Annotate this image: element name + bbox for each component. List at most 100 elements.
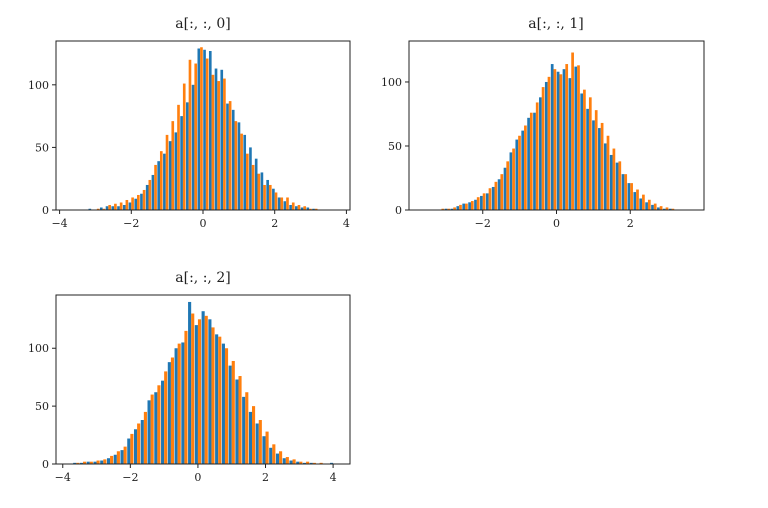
histogram-bar: [296, 461, 300, 464]
histogram-bar: [255, 423, 259, 464]
subplot-3-ticks: −4 −2 0 2 4 0 50 100: [28, 342, 337, 484]
histogram-bar: [186, 102, 189, 210]
histogram-bar: [226, 103, 229, 210]
histogram-bar: [246, 153, 249, 210]
histogram-bar: [556, 71, 560, 210]
histogram-bar: [544, 81, 548, 210]
histogram-bar: [154, 392, 158, 464]
histogram-bar: [231, 360, 235, 464]
histogram-bar: [553, 69, 557, 210]
histogram-bar: [488, 188, 492, 210]
histogram-bar: [106, 458, 111, 464]
y-tick-label: 0: [395, 204, 402, 217]
y-tick-label: 0: [42, 458, 49, 471]
histogram-bar: [174, 348, 178, 464]
histogram-bar: [177, 343, 181, 464]
histogram-bar: [89, 461, 93, 464]
histogram-bar: [217, 81, 220, 210]
histogram-bar: [167, 362, 171, 464]
histogram-bar: [500, 174, 504, 210]
histogram-bar: [657, 207, 660, 210]
histogram-bar: [299, 461, 303, 464]
histogram-bar: [151, 174, 155, 210]
histogram-bar: [204, 315, 208, 464]
histogram-bar: [459, 204, 462, 210]
histogram-bar: [645, 202, 648, 210]
histogram-bar: [243, 134, 247, 210]
y-tick-label: 50: [388, 140, 402, 153]
histogram-bar: [262, 436, 266, 464]
histogram-bar: [580, 93, 584, 210]
histogram-bar: [105, 206, 109, 210]
histogram-bar: [177, 104, 180, 210]
histogram-bar: [263, 184, 266, 210]
histogram-bar: [197, 319, 202, 464]
subplot-3-bars: [73, 301, 334, 464]
histogram-bar: [215, 334, 219, 464]
histogram-bar: [571, 52, 574, 210]
histogram-bar: [462, 203, 466, 210]
histogram-bar: [615, 162, 619, 210]
histogram-bar: [83, 461, 87, 464]
histogram-bar: [260, 172, 264, 210]
histogram-bar: [312, 208, 315, 210]
histogram-bar: [224, 348, 229, 464]
histogram-bar: [257, 173, 261, 210]
histogram-bar: [130, 433, 134, 464]
histogram-bar: [450, 208, 454, 210]
histogram-bar: [476, 197, 480, 210]
x-tick-label: 0: [553, 217, 560, 230]
histogram-bar: [314, 208, 318, 210]
histogram-bar: [165, 134, 169, 210]
histogram-bar: [497, 179, 501, 210]
histogram-bar: [218, 336, 222, 464]
histogram-bar: [509, 152, 513, 210]
histogram-bar: [111, 206, 115, 210]
histogram-bar: [188, 59, 192, 210]
histogram-bar: [474, 199, 477, 210]
histogram-bar: [180, 116, 183, 210]
histogram-bar: [147, 400, 151, 464]
histogram-bar: [203, 49, 206, 211]
x-tick-label: 4: [343, 217, 350, 230]
histogram-bar: [482, 193, 486, 210]
x-tick-label: −2: [123, 217, 139, 230]
histogram-bar: [245, 392, 249, 464]
histogram-bar: [630, 183, 633, 210]
histogram-bar: [223, 78, 226, 210]
histogram-bar: [73, 462, 77, 464]
histogram-bar: [291, 202, 295, 210]
histogram-bar: [491, 186, 495, 210]
histogram-bar: [329, 462, 334, 464]
histogram-bar: [133, 429, 138, 464]
histogram-bar: [205, 58, 209, 210]
histogram-bar: [653, 203, 657, 210]
x-tick-label: 2: [271, 217, 278, 230]
histogram-bar: [539, 97, 542, 210]
histogram-bar: [447, 208, 451, 210]
x-tick-label: 4: [330, 471, 337, 484]
histogram-bar: [142, 189, 146, 210]
histogram-bar: [306, 207, 310, 210]
y-tick-label: 100: [28, 342, 49, 355]
histogram-bar: [559, 74, 563, 210]
histogram-bar: [521, 130, 525, 210]
histogram-bar: [309, 462, 313, 464]
histogram-bar: [128, 202, 132, 210]
histogram-bar: [188, 301, 192, 464]
histogram-bar: [303, 206, 307, 210]
histogram-bar: [154, 164, 157, 210]
histogram-bar: [208, 319, 212, 464]
histogram-bar: [671, 208, 675, 210]
histogram-bar: [642, 194, 645, 210]
histogram-bar: [163, 153, 166, 210]
histogram-bar: [252, 406, 256, 464]
subplot-3: a[:, :, 2] −4 −2 0 2 4 0 50 100: [28, 270, 351, 484]
histogram-bar: [116, 451, 120, 464]
histogram-bar: [651, 204, 654, 210]
subplot-1-ticks: −4 −2 0 2 4 0 50 100: [28, 79, 350, 230]
x-tick-label: 0: [200, 217, 207, 230]
histogram-bar: [503, 167, 507, 210]
histogram-bar: [535, 102, 539, 210]
histogram-bar: [647, 199, 651, 210]
